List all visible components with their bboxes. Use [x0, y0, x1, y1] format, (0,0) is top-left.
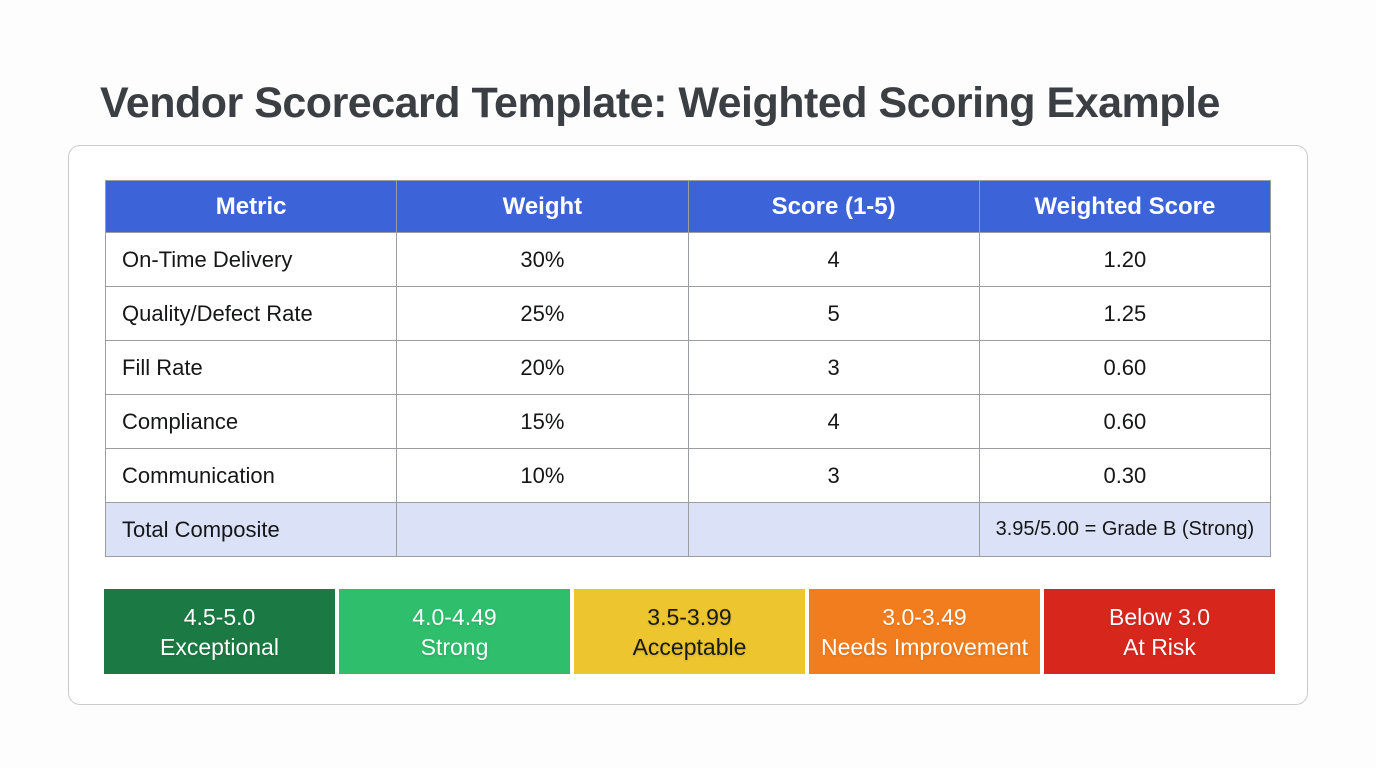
grade-band-label: Acceptable	[632, 633, 747, 660]
score-cell: 4	[687, 232, 980, 287]
scorecard-table: Metric Weight Score (1-5) Weighted Score…	[104, 180, 1272, 557]
weight-cell: 30%	[396, 232, 689, 287]
grade-band-at-risk: Below 3.0 At Risk	[1044, 589, 1275, 674]
grade-band-label: Strong	[420, 633, 489, 660]
metric-cell: Fill Rate	[104, 340, 398, 395]
metric-cell: Communication	[104, 448, 398, 503]
grade-band-range: 3.5-3.99	[647, 603, 732, 630]
score-cell: 3	[687, 448, 980, 503]
total-label-cell: Total Composite	[104, 502, 398, 557]
header-cell-metric: Metric	[104, 180, 398, 233]
score-cell: 3	[687, 340, 980, 395]
grade-band-acceptable: 3.5-3.99 Acceptable	[574, 589, 805, 674]
weighted-score-cell: 1.20	[978, 232, 1272, 287]
weight-cell: 20%	[396, 340, 689, 395]
metric-cell: Quality/Defect Rate	[104, 286, 398, 341]
grade-band-label: At Risk	[1123, 633, 1196, 660]
weighted-score-cell: 0.60	[978, 394, 1272, 449]
weight-cell: 10%	[396, 448, 689, 503]
grade-band-range: 4.0-4.49	[412, 603, 497, 630]
grade-band-range: 4.5-5.0	[183, 603, 256, 630]
weighted-score-cell: 0.30	[978, 448, 1272, 503]
weighted-score-cell: 0.60	[978, 340, 1272, 395]
header-cell-score: Score (1-5)	[687, 180, 980, 233]
total-empty-cell	[687, 502, 980, 557]
grade-band-range: Below 3.0	[1108, 603, 1210, 630]
page-title: Vendor Scorecard Template: Weighted Scor…	[100, 78, 1220, 127]
table-row: Communication 10% 3 0.30	[104, 448, 1272, 503]
scorecard-card: Metric Weight Score (1-5) Weighted Score…	[68, 145, 1308, 705]
metric-cell: On-Time Delivery	[104, 232, 398, 287]
weight-cell: 25%	[396, 286, 689, 341]
table-row: On-Time Delivery 30% 4 1.20	[104, 232, 1272, 287]
header-cell-weighted-score: Weighted Score	[978, 180, 1272, 233]
grade-band-needs-improvement: 3.0-3.49 Needs Improvement	[809, 589, 1040, 674]
score-cell: 5	[687, 286, 980, 341]
weighted-score-cell: 1.25	[978, 286, 1272, 341]
table-header: Metric Weight Score (1-5) Weighted Score	[104, 180, 1272, 233]
table-body: On-Time Delivery 30% 4 1.20 Quality/Defe…	[104, 232, 1272, 557]
grade-band-exceptional: 4.5-5.0 Exceptional	[104, 589, 335, 674]
table-row: Compliance 15% 4 0.60	[104, 394, 1272, 449]
grade-band-strong: 4.0-4.49 Strong	[339, 589, 570, 674]
header-cell-weight: Weight	[396, 180, 689, 233]
grade-band-range: 3.0-3.49	[882, 603, 967, 630]
total-value-cell: 3.95/5.00 = Grade B (Strong)	[978, 502, 1272, 557]
table-row: Fill Rate 20% 3 0.60	[104, 340, 1272, 395]
header-row: Metric Weight Score (1-5) Weighted Score	[104, 180, 1272, 233]
grade-legend: 4.5-5.0 Exceptional 4.0-4.49 Strong 3.5-…	[104, 589, 1275, 674]
metric-cell: Compliance	[104, 394, 398, 449]
total-empty-cell	[396, 502, 689, 557]
table-row: Quality/Defect Rate 25% 5 1.25	[104, 286, 1272, 341]
grade-band-label: Exceptional	[160, 633, 279, 660]
score-cell: 4	[687, 394, 980, 449]
grade-band-label: Needs Improvement	[820, 633, 1029, 660]
weight-cell: 15%	[396, 394, 689, 449]
total-row: Total Composite 3.95/5.00 = Grade B (Str…	[104, 502, 1272, 557]
